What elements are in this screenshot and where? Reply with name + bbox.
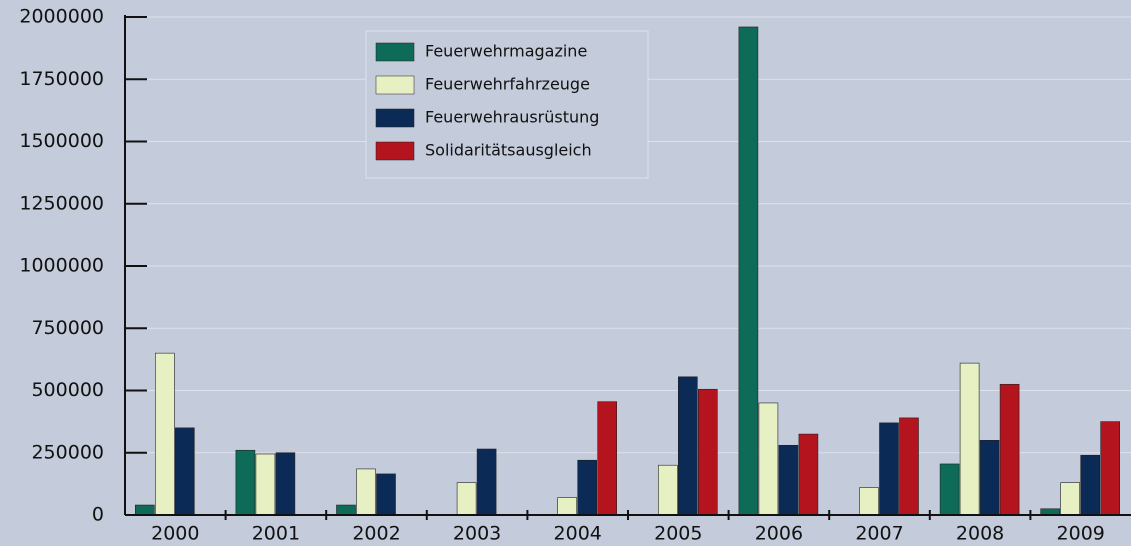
y-tick-label: 0 [92,504,104,526]
bar [135,504,155,516]
legend-swatch [375,108,415,128]
x-tick-label: 2004 [554,523,602,545]
bar [879,422,899,516]
y-tick-label: 2000000 [19,6,104,28]
bar [275,452,296,516]
y-tick-label: 1250000 [19,192,104,214]
bar [175,427,195,516]
y-tick-label: 250000 [31,441,104,463]
bar [798,433,819,516]
legend-label: Feuerwehrmagazine [425,42,587,61]
bar [1080,454,1100,516]
bar [1100,421,1120,516]
x-tick-label: 2006 [755,523,803,545]
legend-label: Solidaritätsausgleich [425,141,592,160]
bar [376,473,396,516]
bar [235,449,256,516]
legend-swatch [375,75,415,95]
y-tick-label: 750000 [31,317,104,339]
bar [155,352,175,516]
bar [677,376,698,516]
bar [336,504,356,516]
bar [1060,482,1080,516]
x-tick-label: 2003 [453,523,501,545]
x-tick-label: 2005 [654,523,702,545]
bar [697,388,718,516]
x-tick-label: 2008 [956,523,1004,545]
x-tick-label: 2009 [1057,523,1105,545]
x-tick-label: 2000 [151,523,199,545]
bar [738,26,759,516]
y-tick-label: 1750000 [19,68,104,90]
bar [778,444,799,516]
bar [999,383,1020,516]
legend: Feuerwehrmagazine Feuerwehrfahrzeuge Feuer… [365,30,649,179]
bar [577,459,598,516]
bar [456,482,477,516]
legend-label: Feuerwehrausrüstung [425,108,599,127]
bar [476,448,497,516]
bar [597,401,618,516]
legend-label: Feuerwehrfahrzeuge [425,75,590,94]
bar [899,417,919,516]
x-tick-label: 2001 [252,523,300,545]
legend-swatch [375,42,415,62]
bar [657,464,678,516]
bar [557,497,578,516]
bar [979,439,1000,516]
bar [939,463,960,516]
legend-swatch [375,141,415,161]
y-tick-label: 1000000 [19,255,104,277]
bar [959,362,980,516]
bar [758,402,779,516]
bar [859,487,879,516]
bar [356,468,376,516]
bar [255,453,276,516]
x-tick-label: 2002 [352,523,400,545]
y-tick-label: 500000 [31,379,104,401]
x-tick-label: 2007 [855,523,903,545]
y-tick-label: 1500000 [19,130,104,152]
